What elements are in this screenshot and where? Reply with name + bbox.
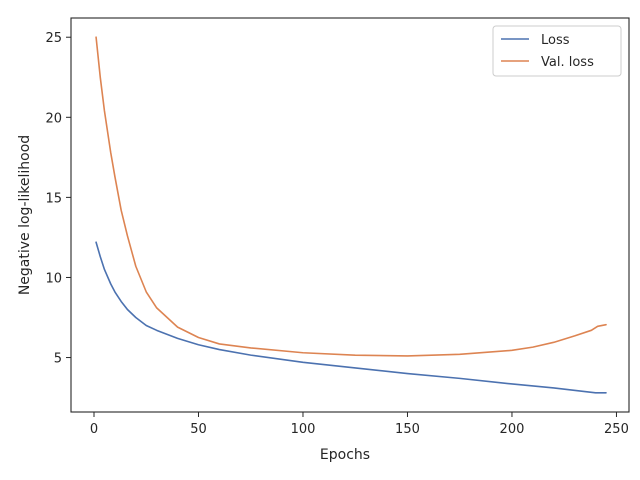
series-lines [95,36,607,394]
x-tick-label: 0 [90,422,98,437]
legend: Loss Val. loss [492,25,622,77]
y-tick-label: 5 [54,352,62,367]
legend-label-loss: Loss [541,33,570,48]
y-tick-label: 25 [45,31,62,46]
y-axis-title: Negative log-likelihood [17,135,33,295]
x-tick-label: 250 [604,422,629,437]
x-tick-label: 200 [500,422,525,437]
x-tick-label: 50 [190,422,207,437]
x-axis-title: Epochs [320,447,370,463]
y-tick-label: 20 [45,111,62,126]
y-tick-label: 10 [45,271,62,286]
x-tick-label: 100 [291,422,316,437]
series-line-1 [95,36,607,357]
x-axis-ticks: 0 50 100 150 200 250 [90,412,629,437]
x-tick-label: 150 [395,422,420,437]
y-axis-ticks: 5 10 15 20 25 [45,31,71,367]
plot-frame [70,17,630,413]
y-tick-label: 15 [45,191,62,206]
legend-label-val-loss: Val. loss [541,55,594,70]
series-line-0 [95,241,607,394]
